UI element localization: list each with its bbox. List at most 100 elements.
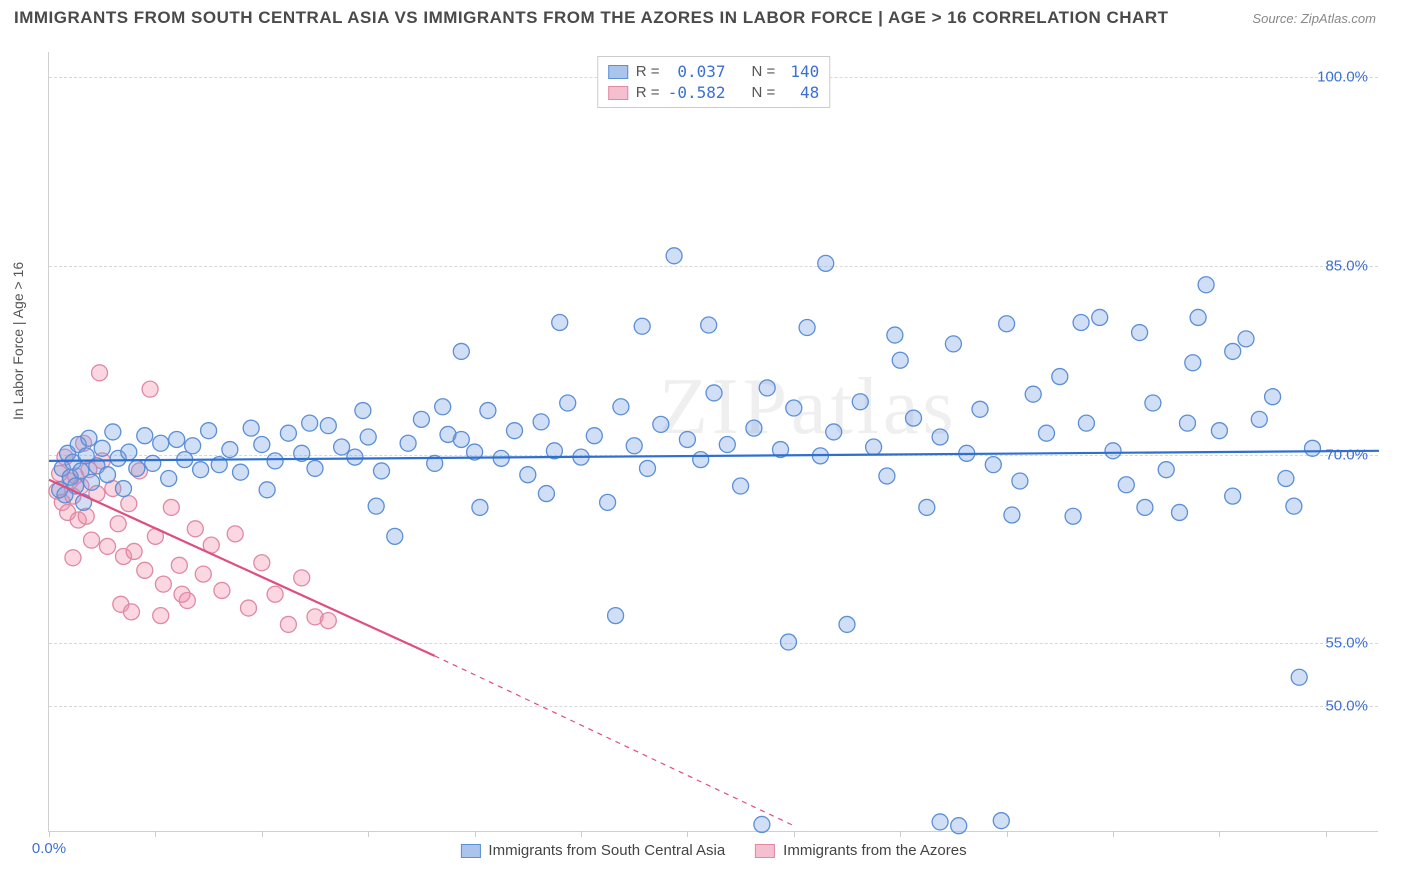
scatter-point bbox=[1179, 415, 1195, 431]
scatter-point bbox=[852, 394, 868, 410]
scatter-point bbox=[706, 385, 722, 401]
x-tick bbox=[794, 831, 795, 837]
scatter-point bbox=[320, 613, 336, 629]
scatter-point bbox=[222, 442, 238, 458]
scatter-point bbox=[1145, 395, 1161, 411]
scatter-point bbox=[81, 430, 97, 446]
y-tick-label: 70.0% bbox=[1325, 446, 1368, 463]
source-name: ZipAtlas.com bbox=[1301, 11, 1376, 26]
scatter-point bbox=[1105, 443, 1121, 459]
x-tick bbox=[687, 831, 688, 837]
scatter-point bbox=[187, 521, 203, 537]
scatter-point bbox=[780, 634, 796, 650]
scatter-point bbox=[533, 414, 549, 430]
scatter-point bbox=[866, 439, 882, 455]
scatter-point bbox=[453, 431, 469, 447]
scatter-point bbox=[759, 380, 775, 396]
scatter-point bbox=[653, 416, 669, 432]
scatter-point bbox=[280, 425, 296, 441]
scatter-point bbox=[480, 403, 496, 419]
x-tick bbox=[900, 831, 901, 837]
scatter-point bbox=[507, 423, 523, 439]
scatter-point bbox=[919, 499, 935, 515]
x-tick bbox=[1219, 831, 1220, 837]
scatter-point bbox=[786, 400, 802, 416]
scatter-point bbox=[693, 452, 709, 468]
scatter-point bbox=[254, 555, 270, 571]
series-name-1: Immigrants from South Central Asia bbox=[488, 842, 725, 859]
scatter-point bbox=[267, 453, 283, 469]
scatter-point bbox=[100, 538, 116, 554]
x-tick bbox=[1007, 831, 1008, 837]
scatter-point bbox=[552, 314, 568, 330]
regression-line-dashed bbox=[435, 656, 794, 826]
scatter-point bbox=[1190, 309, 1206, 325]
n-value-1: 140 bbox=[783, 62, 819, 81]
scatter-point bbox=[65, 550, 81, 566]
x-tick bbox=[475, 831, 476, 837]
scatter-point bbox=[347, 449, 363, 465]
y-tick-label: 100.0% bbox=[1317, 69, 1368, 86]
x-tick bbox=[49, 831, 50, 837]
scatter-point bbox=[626, 438, 642, 454]
scatter-point bbox=[972, 401, 988, 417]
scatter-point bbox=[307, 460, 323, 476]
scatter-point bbox=[1251, 411, 1267, 427]
scatter-point bbox=[153, 608, 169, 624]
scatter-point bbox=[520, 467, 536, 483]
scatter-point bbox=[400, 435, 416, 451]
scatter-point bbox=[137, 428, 153, 444]
scatter-point bbox=[634, 318, 650, 334]
scatter-svg bbox=[49, 52, 1378, 831]
scatter-point bbox=[1265, 389, 1281, 405]
scatter-point bbox=[1286, 498, 1302, 514]
scatter-point bbox=[1132, 325, 1148, 341]
scatter-point bbox=[754, 816, 770, 832]
scatter-point bbox=[538, 486, 554, 502]
scatter-point bbox=[932, 814, 948, 830]
x-tick bbox=[368, 831, 369, 837]
r-value-2: -0.582 bbox=[668, 83, 726, 102]
scatter-point bbox=[123, 604, 139, 620]
scatter-point bbox=[839, 616, 855, 632]
scatter-point bbox=[1039, 425, 1055, 441]
scatter-point bbox=[1137, 499, 1153, 515]
scatter-point bbox=[1211, 423, 1227, 439]
scatter-point bbox=[100, 467, 116, 483]
scatter-point bbox=[826, 424, 842, 440]
scatter-point bbox=[1065, 508, 1081, 524]
scatter-point bbox=[945, 336, 961, 352]
scatter-point bbox=[892, 352, 908, 368]
scatter-point bbox=[302, 415, 318, 431]
source-attribution: Source: ZipAtlas.com bbox=[1252, 11, 1376, 26]
scatter-point bbox=[435, 399, 451, 415]
scatter-point bbox=[334, 439, 350, 455]
scatter-point bbox=[174, 586, 190, 602]
scatter-point bbox=[84, 532, 100, 548]
scatter-point bbox=[241, 600, 257, 616]
r-label-1: R = bbox=[636, 63, 660, 80]
scatter-point bbox=[142, 381, 158, 397]
scatter-point bbox=[1225, 343, 1241, 359]
scatter-point bbox=[76, 494, 92, 510]
x-tick bbox=[262, 831, 263, 837]
swatch-bottom-2 bbox=[755, 844, 775, 858]
swatch-series-1 bbox=[608, 65, 628, 79]
scatter-point bbox=[560, 395, 576, 411]
scatter-point bbox=[879, 468, 895, 484]
scatter-point bbox=[1198, 277, 1214, 293]
y-tick-label: 85.0% bbox=[1325, 257, 1368, 274]
n-label-1: N = bbox=[752, 63, 776, 80]
scatter-point bbox=[1291, 669, 1307, 685]
x-tick bbox=[155, 831, 156, 837]
source-label: Source: bbox=[1252, 11, 1297, 26]
scatter-point bbox=[94, 440, 110, 456]
legend-item-1: Immigrants from South Central Asia bbox=[460, 842, 725, 859]
legend-row-series-2: R = -0.582 N = 48 bbox=[608, 82, 820, 103]
scatter-point bbox=[906, 410, 922, 426]
scatter-point bbox=[719, 437, 735, 453]
scatter-point bbox=[818, 255, 834, 271]
scatter-point bbox=[254, 437, 270, 453]
scatter-point bbox=[608, 608, 624, 624]
chart-title: IMMIGRANTS FROM SOUTH CENTRAL ASIA VS IM… bbox=[14, 8, 1168, 28]
